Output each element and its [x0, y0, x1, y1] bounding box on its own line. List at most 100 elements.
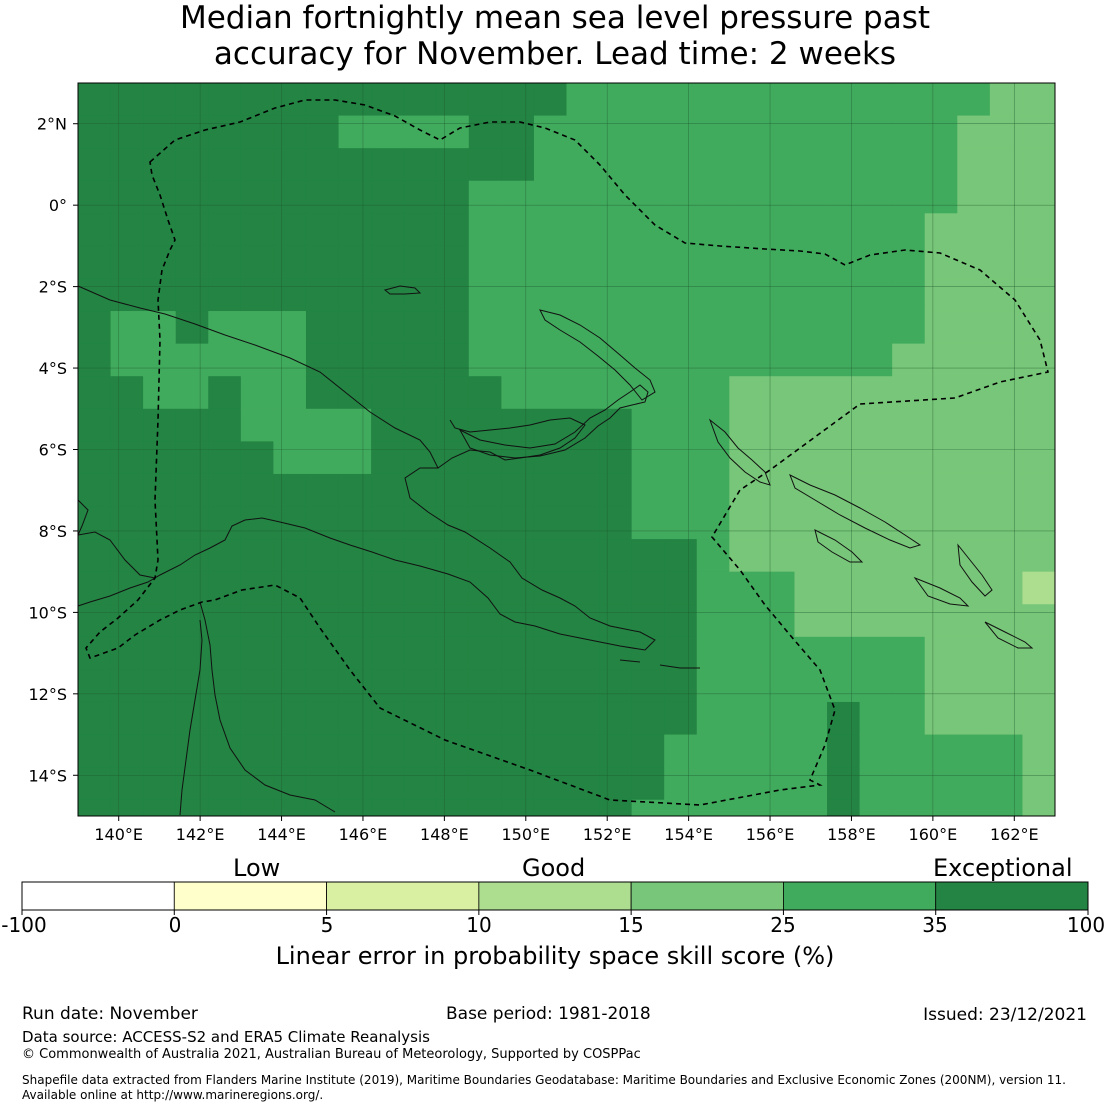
skill-cell [827, 83, 861, 117]
skill-cell [403, 343, 437, 377]
skill-cell [208, 571, 242, 605]
skill-cell [892, 604, 926, 638]
skill-cell [1022, 213, 1056, 247]
skill-cell [566, 278, 600, 312]
skill-cell [696, 148, 730, 182]
skill-cell [468, 799, 502, 817]
skill-cell [1022, 701, 1056, 736]
skill-cell [371, 571, 405, 605]
skill-cell [78, 278, 112, 312]
skill-cell [892, 701, 926, 736]
skill-cell [664, 408, 698, 442]
skill-cell [599, 604, 633, 638]
skill-cell [566, 115, 600, 149]
skill-cell [436, 148, 470, 182]
colorbar-segment [173, 881, 327, 911]
skill-cell [859, 799, 893, 817]
skill-cell [989, 669, 1023, 703]
skill-cell [859, 734, 893, 768]
skill-cell [78, 799, 112, 817]
skill-cell [208, 213, 242, 247]
skill-cell [110, 506, 144, 540]
skill-cell [110, 148, 144, 182]
skill-cell [533, 213, 567, 247]
shapefile-credit-line-2: Available online at http://www.marinereg… [22, 1088, 324, 1102]
skill-cell [533, 539, 567, 573]
skill-cell [794, 734, 828, 768]
skill-cell [696, 213, 730, 247]
skill-cell [305, 115, 340, 149]
skill-cell [240, 376, 274, 410]
skill-cell [501, 278, 535, 312]
skill-cell [794, 669, 828, 703]
skill-cell [827, 343, 861, 377]
map-title-line-1: Median fortnightly mean sea level pressu… [179, 0, 931, 36]
skill-cell [110, 376, 144, 410]
skill-cell [110, 343, 144, 377]
skill-cell [729, 604, 763, 638]
skill-cell [533, 799, 567, 817]
skill-cell [566, 539, 600, 573]
skill-cell [729, 539, 763, 573]
colorbar-tick-label: 0 [168, 913, 182, 937]
lon-tick-label: 162°E [990, 825, 1039, 844]
skill-cell [892, 734, 926, 768]
skill-cell [305, 799, 340, 817]
skill-cell [599, 245, 633, 279]
skill-cell [1022, 441, 1056, 475]
skill-cell [436, 636, 470, 670]
skill-cell [208, 767, 242, 801]
skill-cell [338, 701, 372, 736]
skill-cell [143, 180, 177, 214]
skill-cell [403, 669, 437, 703]
skill-cell [892, 213, 926, 247]
skill-cell [143, 506, 177, 540]
skill-cell [827, 148, 861, 182]
skill-cell [273, 343, 307, 377]
skill-cell [240, 311, 274, 345]
skill-cell [924, 604, 958, 638]
skill-cell [208, 473, 242, 508]
skill-cell [827, 636, 861, 670]
skill-cell [403, 311, 437, 345]
skill-cell [371, 799, 405, 817]
skill-cell [696, 441, 730, 475]
colorbar-segment [478, 881, 632, 911]
axis-ticks [73, 123, 1015, 821]
colorbar-segment [783, 881, 937, 911]
skill-cell [761, 115, 795, 149]
skill-cell [143, 83, 177, 117]
skill-cell [338, 213, 372, 247]
skill-cell [859, 669, 893, 703]
skill-cell [175, 213, 209, 247]
skill-cell [143, 408, 177, 442]
skill-cell [957, 539, 991, 573]
skill-cell [794, 604, 828, 638]
skill-cell [371, 604, 405, 638]
skill-cell [827, 311, 861, 345]
lon-tick-label: 154°E [664, 825, 713, 844]
skill-cell [859, 376, 893, 410]
skill-cell [305, 734, 340, 768]
skill-cell [305, 767, 340, 801]
skill-cell [957, 799, 991, 817]
skill-cell [533, 115, 567, 149]
skill-cell [729, 734, 763, 768]
skill-cell [566, 669, 600, 703]
skill-cell [729, 767, 763, 801]
skill-cell [533, 83, 567, 117]
skill-cell [827, 278, 861, 312]
graticule [78, 83, 1055, 816]
skill-cell [403, 506, 437, 540]
skill-cell [501, 213, 535, 247]
run-date: Run date: November [22, 1004, 198, 1024]
skill-cell [566, 473, 600, 508]
skill-cell [468, 669, 502, 703]
skill-cell [729, 311, 763, 345]
skill-cell [924, 506, 958, 540]
skill-cell [208, 245, 242, 279]
skill-cell [664, 115, 698, 149]
skill-cell [664, 311, 698, 345]
skill-cell [208, 180, 242, 214]
